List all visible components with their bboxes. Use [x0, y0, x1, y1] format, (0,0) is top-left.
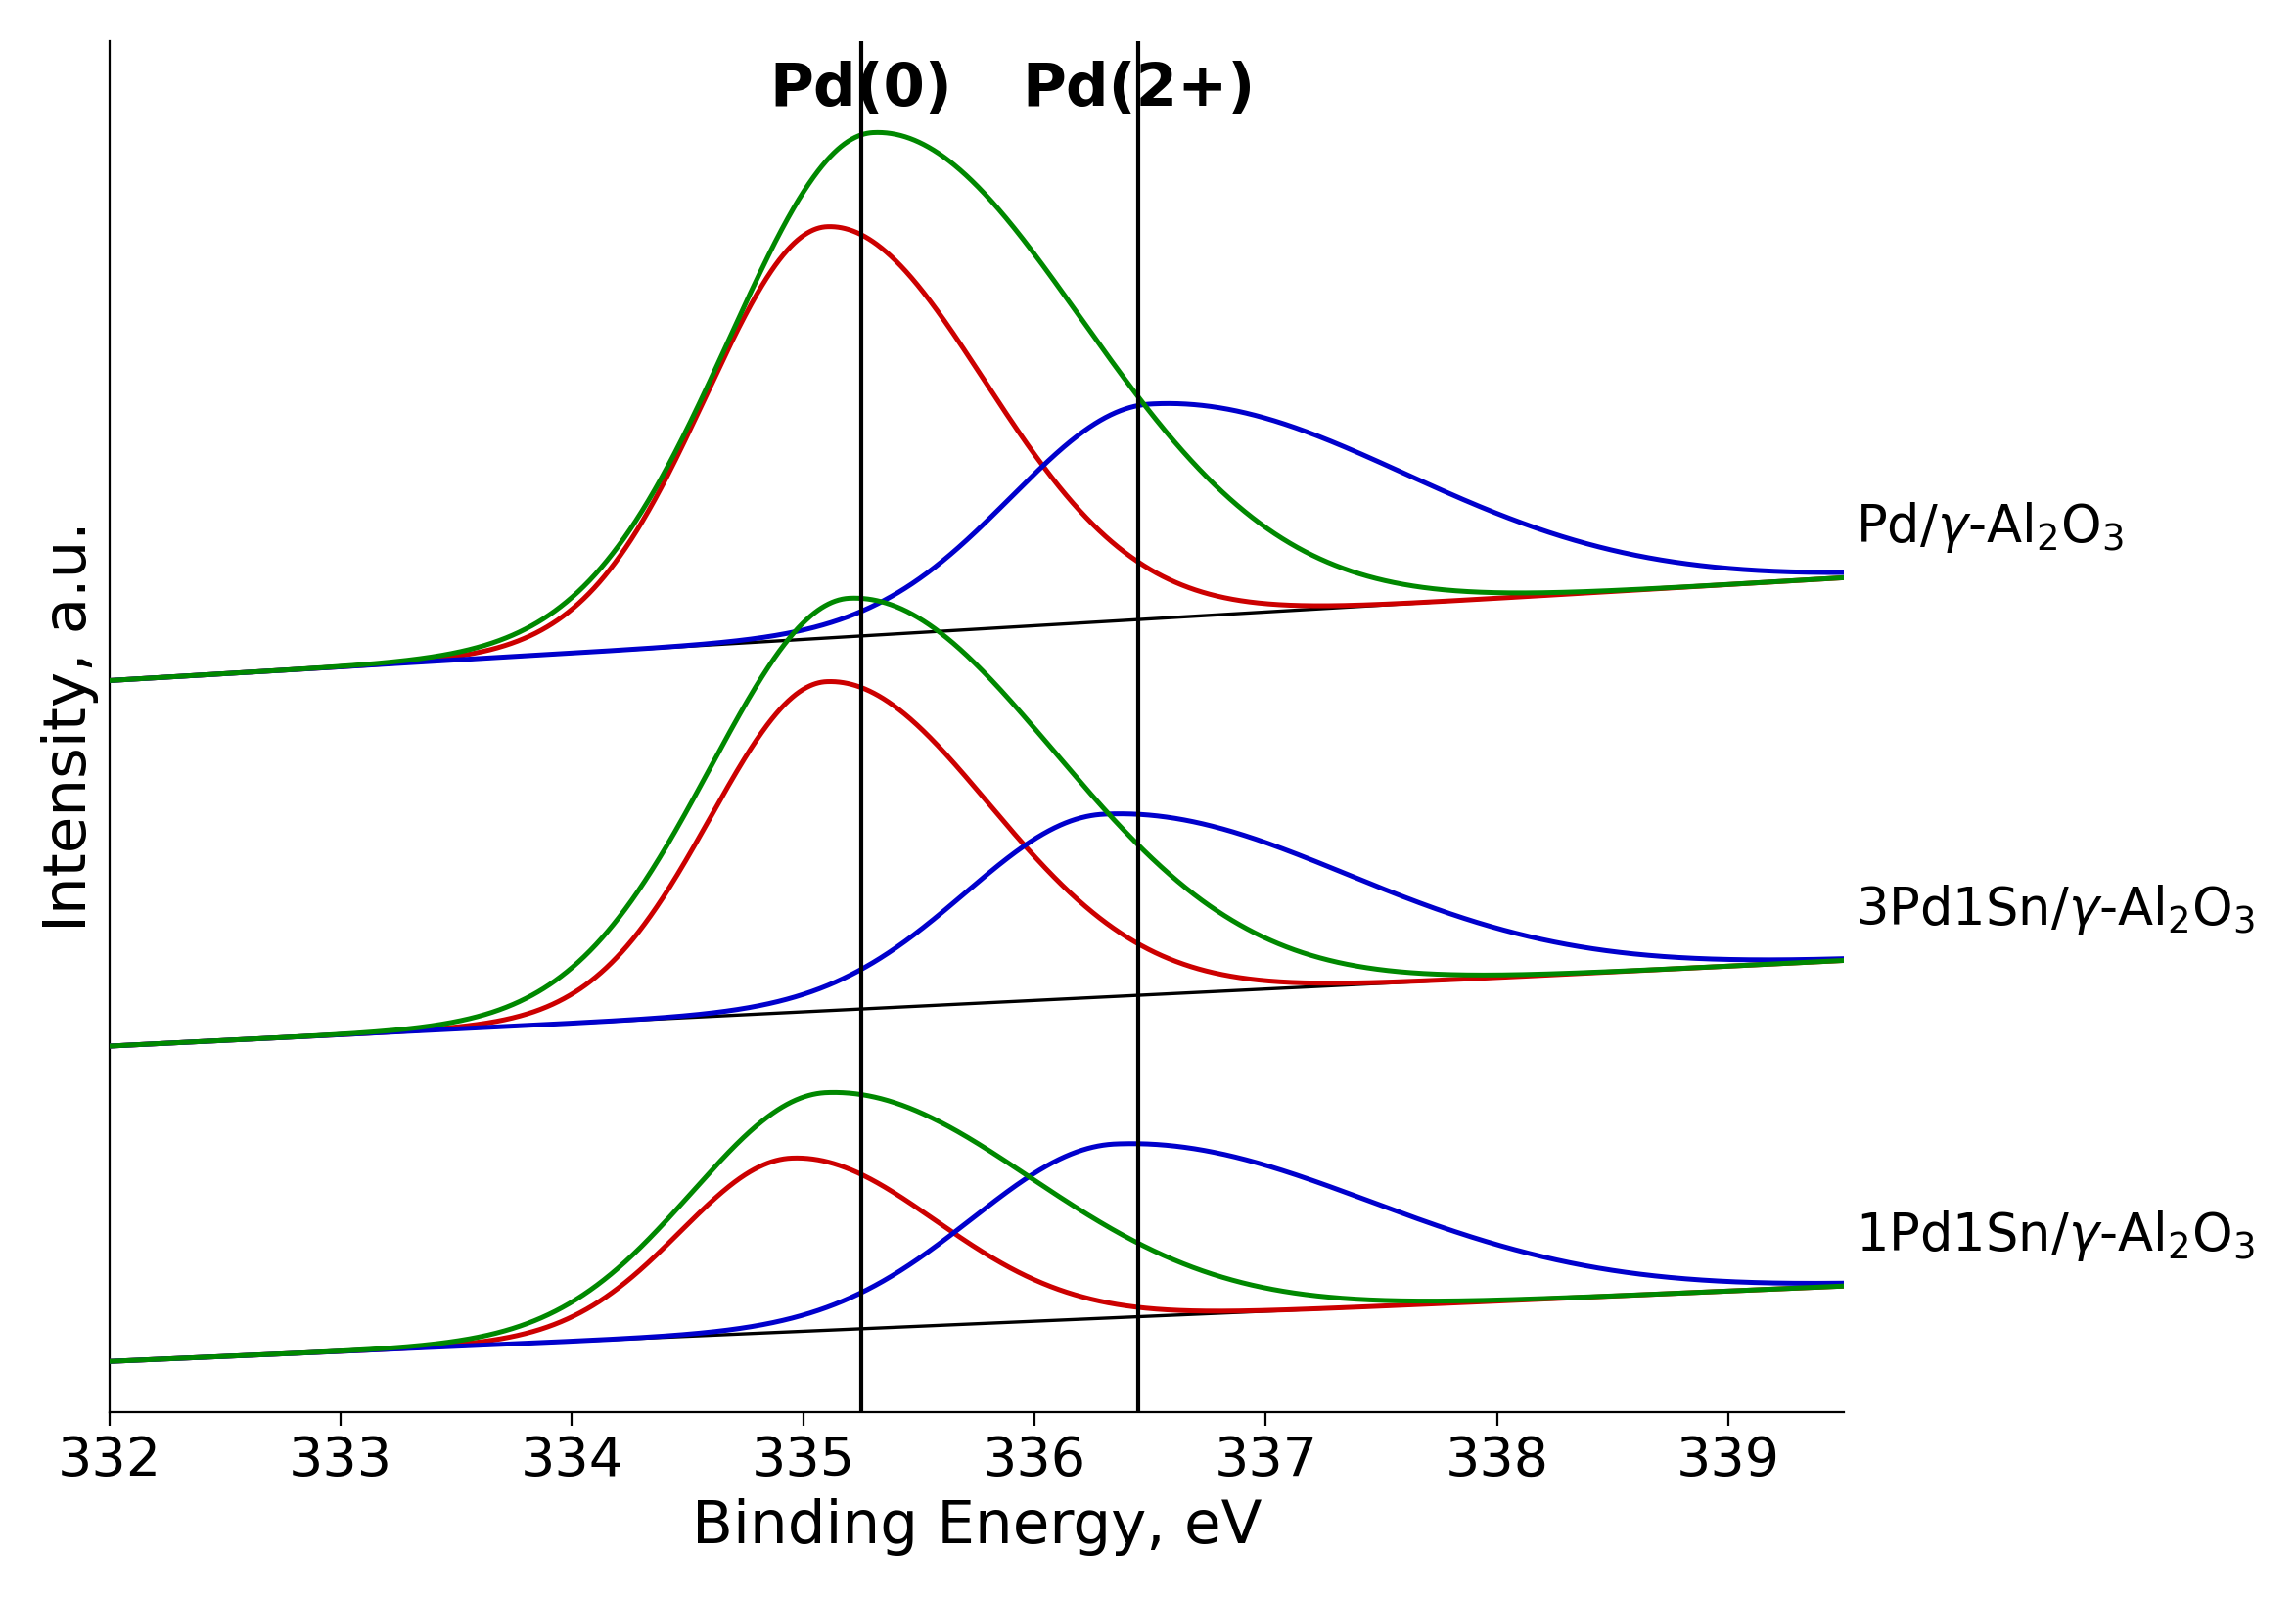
X-axis label: Binding Energy, eV: Binding Energy, eV	[691, 1498, 1263, 1555]
Text: Pd(2+): Pd(2+)	[1022, 61, 1256, 118]
Text: Pd(0): Pd(0)	[769, 61, 953, 118]
Text: 1Pd1Sn/$\gamma$-Al$_2$O$_3$: 1Pd1Sn/$\gamma$-Al$_2$O$_3$	[1855, 1209, 2255, 1263]
Text: 3Pd1Sn/$\gamma$-Al$_2$O$_3$: 3Pd1Sn/$\gamma$-Al$_2$O$_3$	[1855, 883, 2255, 937]
Text: Pd/$\gamma$-Al$_2$O$_3$: Pd/$\gamma$-Al$_2$O$_3$	[1855, 500, 2124, 554]
Y-axis label: Intensity, a.u.: Intensity, a.u.	[41, 521, 99, 931]
